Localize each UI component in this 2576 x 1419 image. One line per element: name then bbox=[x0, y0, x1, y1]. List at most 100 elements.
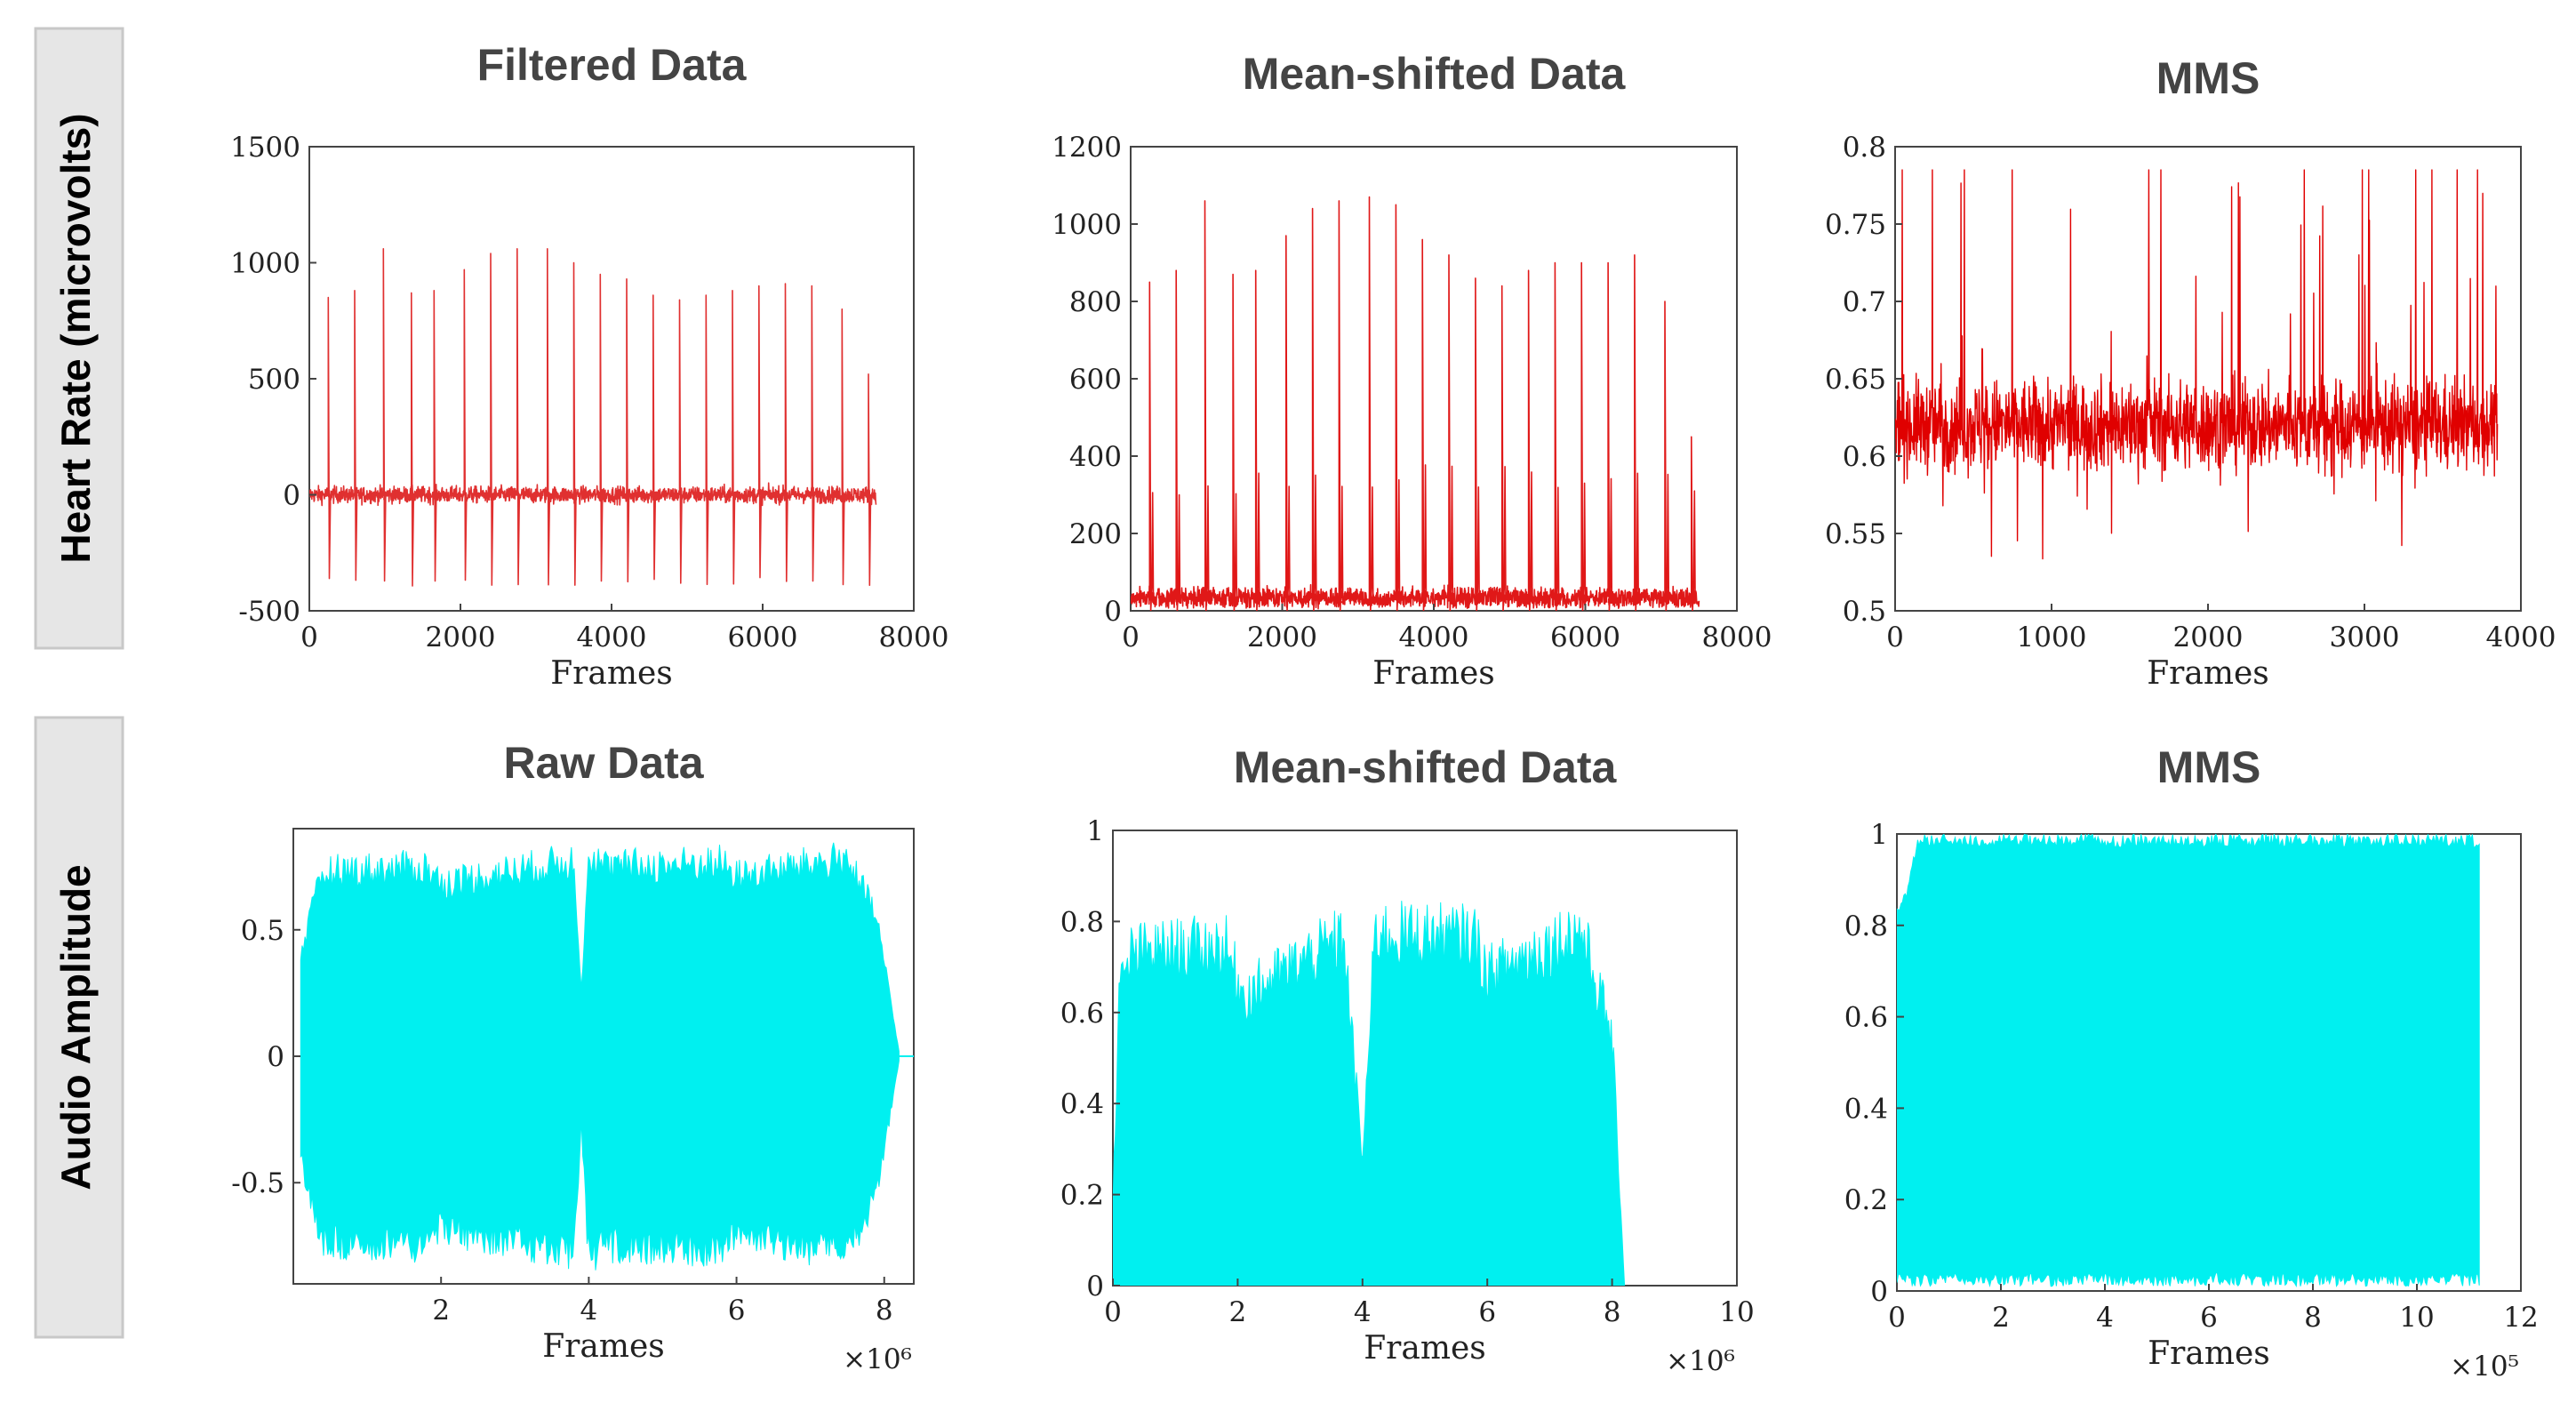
chart-title: MMS bbox=[2156, 53, 2260, 103]
chart-title: Filtered Data bbox=[477, 40, 748, 90]
y-tick-label: 0.6 bbox=[1844, 1002, 1888, 1034]
y-tick-label: 0.4 bbox=[1060, 1088, 1104, 1120]
y-tick-label: 600 bbox=[1069, 364, 1122, 396]
y-tick-label: 800 bbox=[1069, 286, 1122, 318]
x-tick-label: 1000 bbox=[2017, 621, 2087, 653]
y-tick-label: 0.5 bbox=[1843, 596, 1886, 628]
series-line bbox=[1131, 196, 1700, 611]
plot-area bbox=[1895, 169, 2499, 560]
series-line bbox=[309, 248, 877, 587]
x-tick-label: 8 bbox=[2304, 1302, 2322, 1334]
y-tick-label: 0.4 bbox=[1844, 1093, 1888, 1125]
y-tick-label: 0.75 bbox=[1825, 209, 1886, 241]
x-axis-label: Frames bbox=[1364, 1330, 1486, 1367]
x-tick-label: 8000 bbox=[1702, 621, 1772, 653]
axes-box bbox=[308, 146, 915, 612]
x-tick-label: 0 bbox=[1122, 621, 1140, 653]
y-tick-label: -500 bbox=[238, 596, 300, 628]
y-tick-label: 1200 bbox=[1052, 132, 1122, 164]
x-tick-label: 4000 bbox=[1399, 621, 1469, 653]
y-tick-label: 0 bbox=[283, 480, 300, 512]
y-tick-label: 0.8 bbox=[1060, 906, 1104, 938]
y-tick-label: 1500 bbox=[230, 132, 300, 164]
x-tick-label: 4000 bbox=[2486, 621, 2556, 653]
y-tick-label: 400 bbox=[1069, 441, 1122, 473]
x-tick-label: 8 bbox=[876, 1295, 893, 1327]
series-area bbox=[1897, 834, 2480, 1288]
series-line bbox=[1895, 169, 2499, 560]
x-axis-label: Frames bbox=[550, 655, 673, 692]
x-tick-label: 2 bbox=[1229, 1296, 1247, 1328]
x-tick-label: 10 bbox=[1719, 1296, 1754, 1328]
chart-panel: Raw Data 2 4 6 8 -0.5 0 0.5 Frames ×10⁶ bbox=[231, 738, 915, 1375]
y-tick-label: 0.8 bbox=[1843, 132, 1886, 164]
y-tick-label: 0.6 bbox=[1843, 441, 1886, 473]
x-tick-label: 8000 bbox=[879, 621, 949, 653]
y-tick-label: 0.5 bbox=[241, 915, 284, 947]
x-tick-label: 0 bbox=[1104, 1296, 1122, 1328]
x-tick-label: 2000 bbox=[426, 621, 496, 653]
x-tick-label: 8 bbox=[1604, 1296, 1621, 1328]
chart-title: Mean-shifted Data bbox=[1234, 742, 1618, 792]
x-tick-label: 2000 bbox=[1247, 621, 1317, 653]
row-label: Heart Rate (microvolts) bbox=[52, 113, 99, 563]
y-tick-label: 0 bbox=[1870, 1276, 1888, 1308]
x-tick-label: 6 bbox=[1478, 1296, 1496, 1328]
series-area bbox=[1113, 901, 1626, 1286]
plot-area bbox=[300, 842, 914, 1271]
x-tick-label: 6000 bbox=[1550, 621, 1620, 653]
chart-panel: MMS 0 2 4 6 8 10 12 0 0.2 0.4 0.6 0.8 1 Frames ×10⁵ bbox=[1844, 742, 2539, 1383]
y-tick-label: 1 bbox=[1870, 819, 1888, 851]
x-tick-label: 6 bbox=[2200, 1302, 2218, 1334]
y-tick-label: 0.2 bbox=[1060, 1180, 1104, 1212]
x-axis-label: Frames bbox=[2148, 1335, 2270, 1372]
chart-panel: Mean-shifted Data 0 2000 4000 6000 8000 0 200 40… bbox=[1052, 49, 1772, 692]
y-tick-label: 500 bbox=[248, 364, 300, 396]
x-tick-label: 4 bbox=[2096, 1302, 2114, 1334]
x-axis-exponent: ×10⁶ bbox=[843, 1343, 912, 1375]
y-tick-label: 0.55 bbox=[1825, 518, 1886, 550]
y-tick-label: 1 bbox=[1086, 815, 1104, 847]
chart-panel: MMS 0 1000 2000 3000 4000 0.5 0.55 0.6 0.65 0.7 0.7… bbox=[1825, 53, 2556, 692]
x-tick-label: 6 bbox=[728, 1295, 746, 1327]
y-tick-label: 0 bbox=[1086, 1271, 1104, 1303]
chart-title: Raw Data bbox=[503, 738, 704, 788]
y-tick-label: 0.2 bbox=[1844, 1184, 1888, 1216]
plot-area bbox=[309, 248, 877, 587]
row-label-box bbox=[34, 27, 124, 650]
y-tick-label: 0.7 bbox=[1843, 286, 1886, 318]
y-tick-label: 0.6 bbox=[1060, 998, 1104, 1030]
x-axis-label: Frames bbox=[542, 1328, 665, 1365]
series-area bbox=[300, 842, 900, 1271]
chart-title: Mean-shifted Data bbox=[1243, 49, 1627, 99]
x-axis-label: Frames bbox=[2147, 655, 2269, 692]
x-axis-exponent: ×10⁶ bbox=[1666, 1345, 1735, 1377]
y-tick-label: -0.5 bbox=[231, 1167, 284, 1199]
plot-area bbox=[1897, 834, 2480, 1288]
chart-title: MMS bbox=[2157, 742, 2261, 792]
y-tick-label: 0 bbox=[1104, 596, 1122, 628]
x-tick-label: 2 bbox=[432, 1295, 450, 1327]
x-tick-label: 2000 bbox=[2173, 621, 2244, 653]
x-tick-label: 4 bbox=[580, 1295, 598, 1327]
chart-panel: Mean-shifted Data 0 2 4 6 8 10 0 0.2 0.4 0.6 0.8 1 Fr… bbox=[1060, 742, 1755, 1377]
x-tick-label: 0 bbox=[1888, 1302, 1906, 1334]
x-tick-label: 4 bbox=[1354, 1296, 1372, 1328]
y-tick-label: 200 bbox=[1069, 518, 1122, 550]
plot-area bbox=[1113, 901, 1626, 1286]
x-tick-label: 3000 bbox=[2330, 621, 2400, 653]
axes-box bbox=[1130, 146, 1738, 612]
row-label-box bbox=[34, 716, 124, 1339]
plot-area bbox=[1131, 196, 1700, 611]
x-axis-exponent: ×10⁵ bbox=[2450, 1351, 2519, 1383]
y-tick-label: 0.8 bbox=[1844, 910, 1888, 942]
x-tick-label: 10 bbox=[2399, 1302, 2434, 1334]
x-tick-label: 0 bbox=[1886, 621, 1904, 653]
y-tick-label: 1000 bbox=[1052, 209, 1122, 241]
x-axis-label: Frames bbox=[1372, 655, 1495, 692]
x-tick-label: 6000 bbox=[728, 621, 798, 653]
y-tick-label: 1000 bbox=[230, 248, 300, 280]
y-tick-label: 0.65 bbox=[1825, 364, 1886, 396]
